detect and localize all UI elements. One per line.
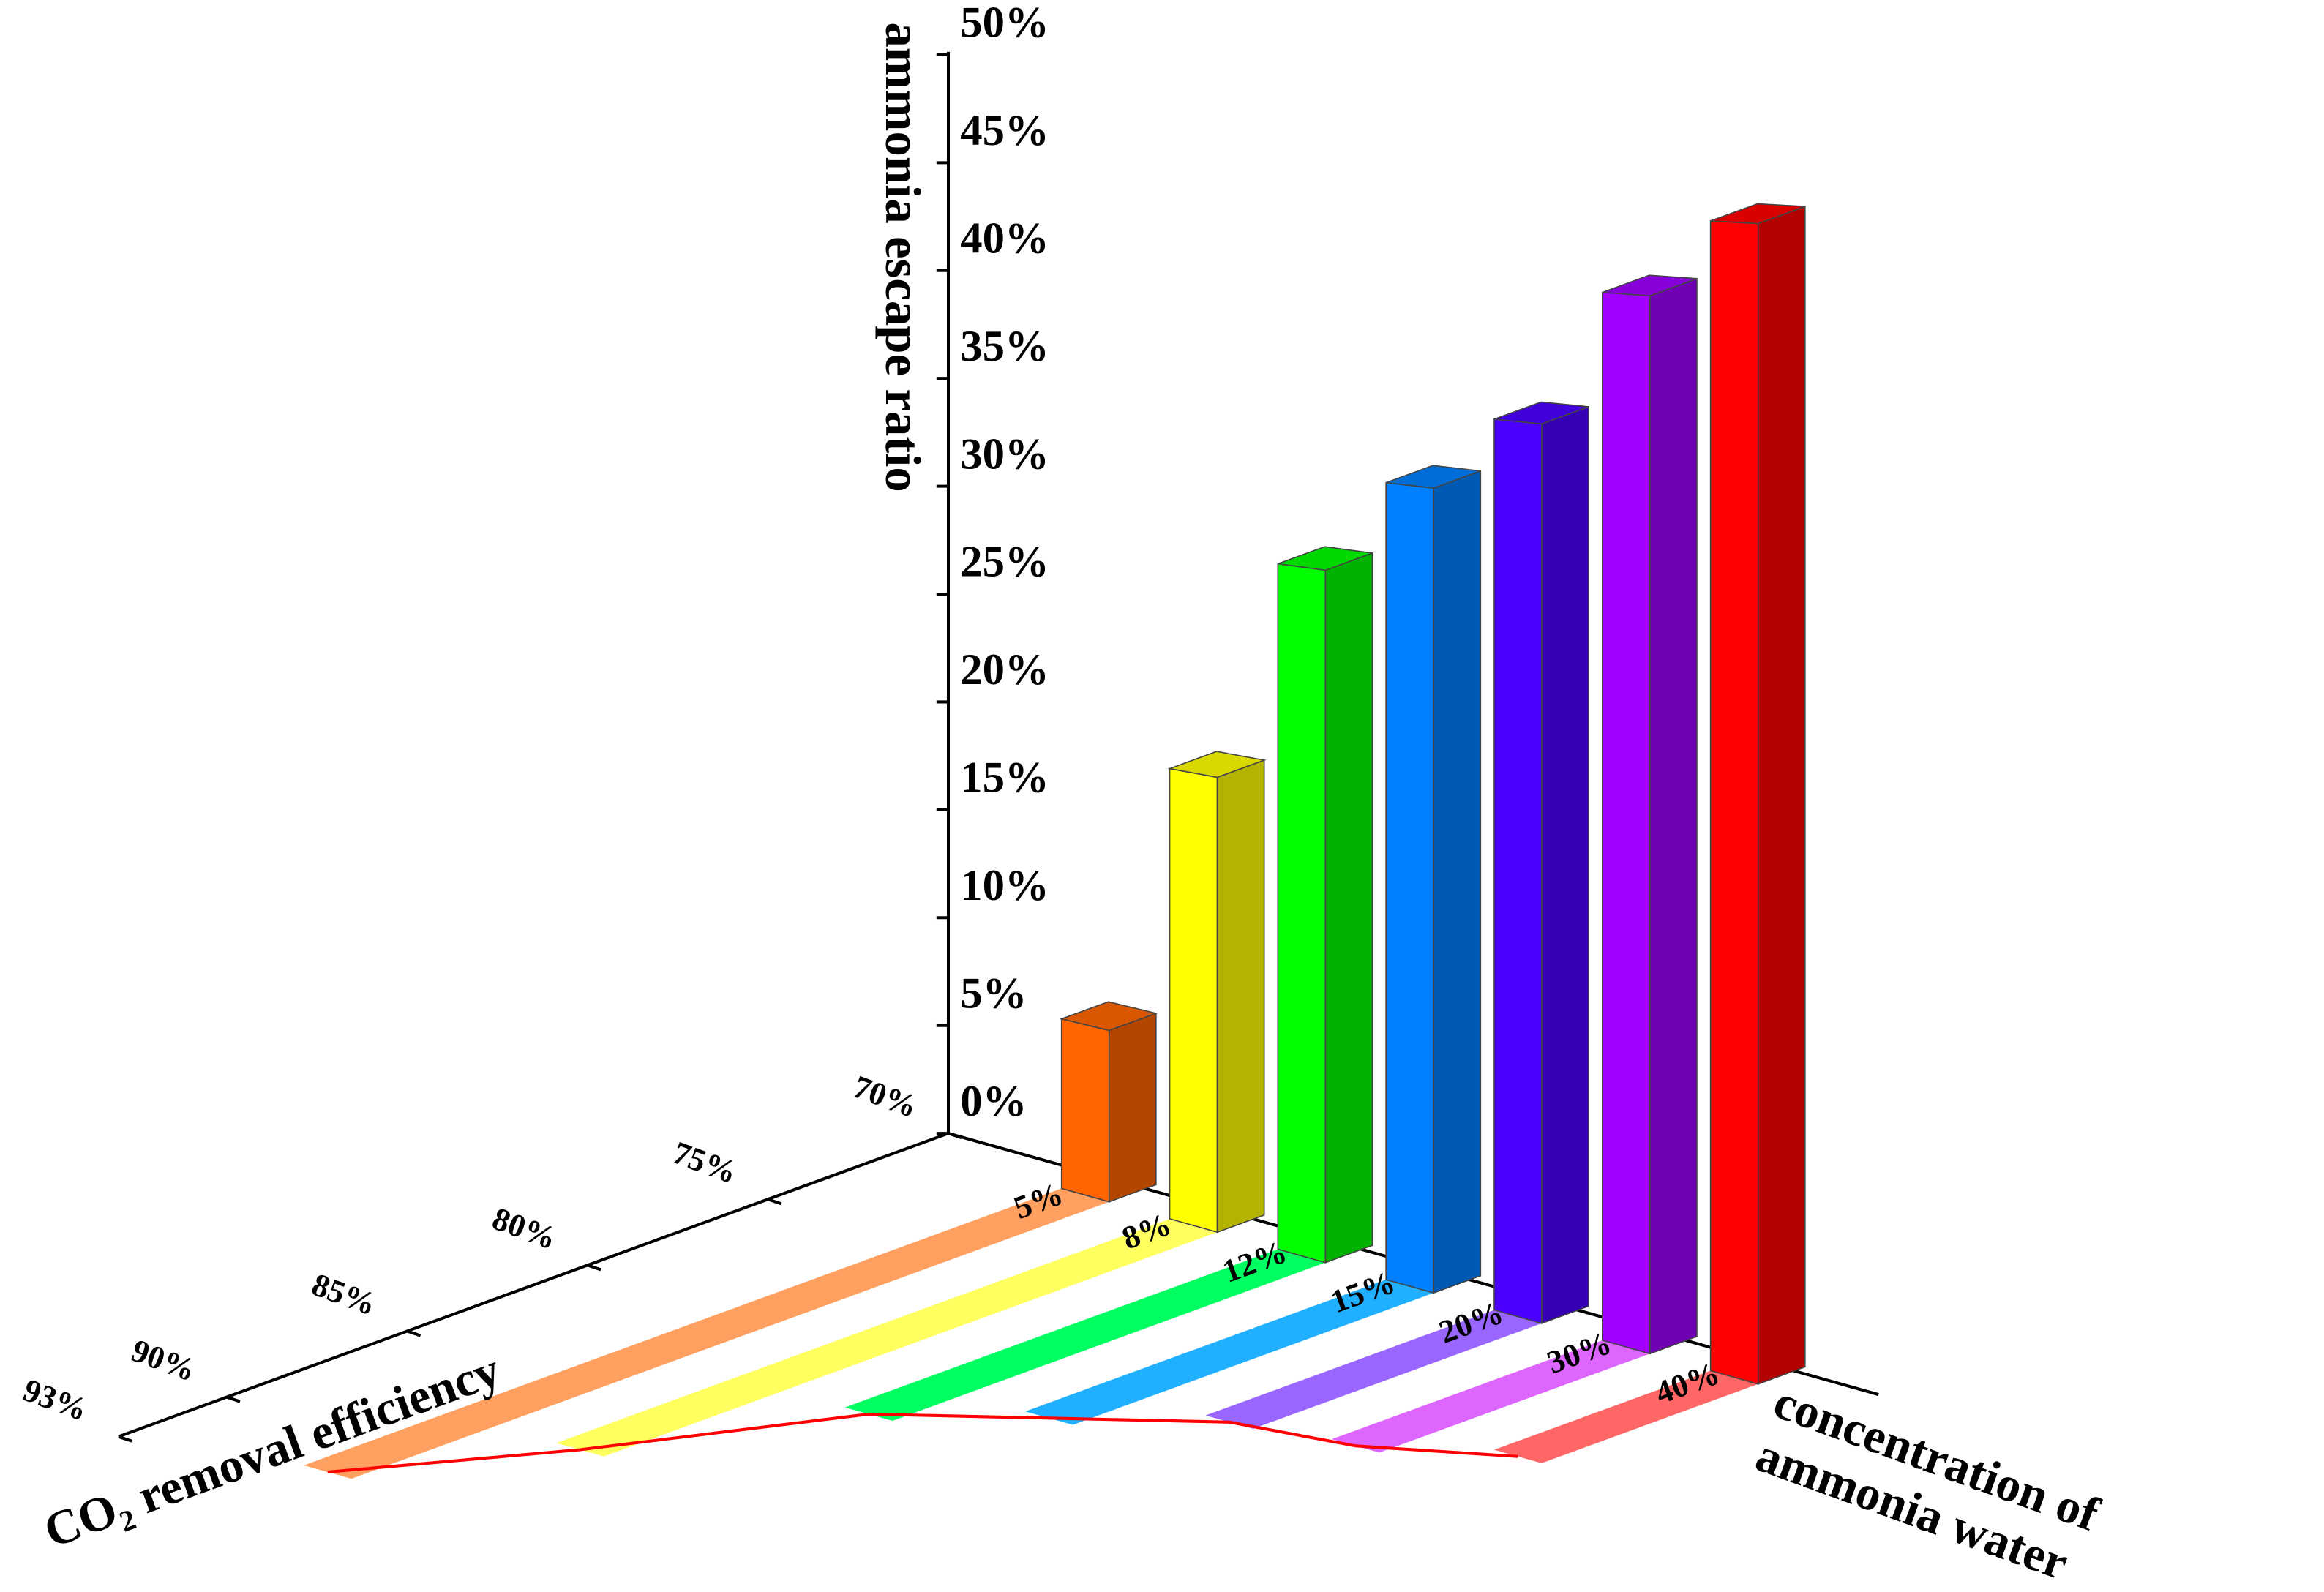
bar-side [1433,470,1482,1294]
ribbon [556,1218,1218,1457]
bar-front [1385,481,1435,1294]
bar-front [1493,418,1543,1324]
bar [1277,546,1373,1264]
y-tick-label: 10% [960,861,1049,910]
y-tick-label: 0% [960,1077,1027,1126]
bar-top [1059,1001,1158,1032]
z-tick-label: 90% [127,1332,200,1388]
ribbon [844,1249,1326,1421]
bar-side [1216,759,1265,1234]
y-tick-label: 35% [960,322,1049,371]
y-tick-label: 30% [960,429,1049,478]
y-axis-title: ammonia escape ratio [875,22,931,492]
z-tick-label: 85% [307,1266,381,1322]
y-tick-label: 20% [960,645,1049,694]
bar [1167,751,1267,1234]
y-tick-label: 40% [960,214,1049,263]
z-axis-title: CO₂ removal efficiency [37,1343,507,1558]
ribbon [1331,1340,1650,1453]
ribbon [1025,1279,1434,1425]
z-tick [767,1198,782,1206]
bar [1493,401,1589,1324]
y-tick-label: 25% [960,538,1049,587]
y-tick-label: 50% [960,0,1049,48]
bar [1602,274,1698,1355]
bar [1059,1001,1158,1203]
bar-front [1602,291,1651,1355]
z-tick [118,1435,132,1443]
bar-top [1278,546,1373,571]
bar-front [1060,1018,1110,1203]
ribbon [304,1188,1109,1479]
bar-top [1385,465,1481,489]
bar-front [1277,563,1327,1264]
plot: 5%8%12%15%20%30%40%0%5%10%15%20%25%30%35… [18,0,2106,1591]
z-tick-label: 70% [849,1068,923,1124]
bar-top [1167,751,1267,778]
bar-side [1649,277,1698,1355]
bar [1385,465,1482,1294]
ribbon [1205,1310,1543,1429]
z-tick [226,1395,241,1403]
bar-side [1757,206,1806,1385]
z-tick-label: 75% [668,1134,742,1190]
z-tick [948,1132,962,1140]
bar-side [1324,552,1373,1264]
y-tick-label: 15% [960,754,1049,803]
y-tick-label: 5% [960,969,1027,1018]
z-tick-label: 93% [18,1371,92,1427]
bar-top [1710,203,1806,225]
bar-top [1602,274,1698,297]
bar-top [1493,401,1589,425]
bar-side [1108,1012,1157,1203]
bar-front [1709,220,1759,1385]
y-tick-label: 45% [960,106,1049,155]
z-tick [406,1329,421,1337]
z-axis [118,1132,949,1438]
bar-front [1169,767,1218,1234]
bar-side [1541,405,1589,1324]
bar [1709,203,1806,1385]
z-tick [587,1264,601,1272]
ribbon [1493,1370,1758,1463]
z-tick-label: 80% [488,1200,562,1256]
efficiency-line [327,1412,1518,1474]
